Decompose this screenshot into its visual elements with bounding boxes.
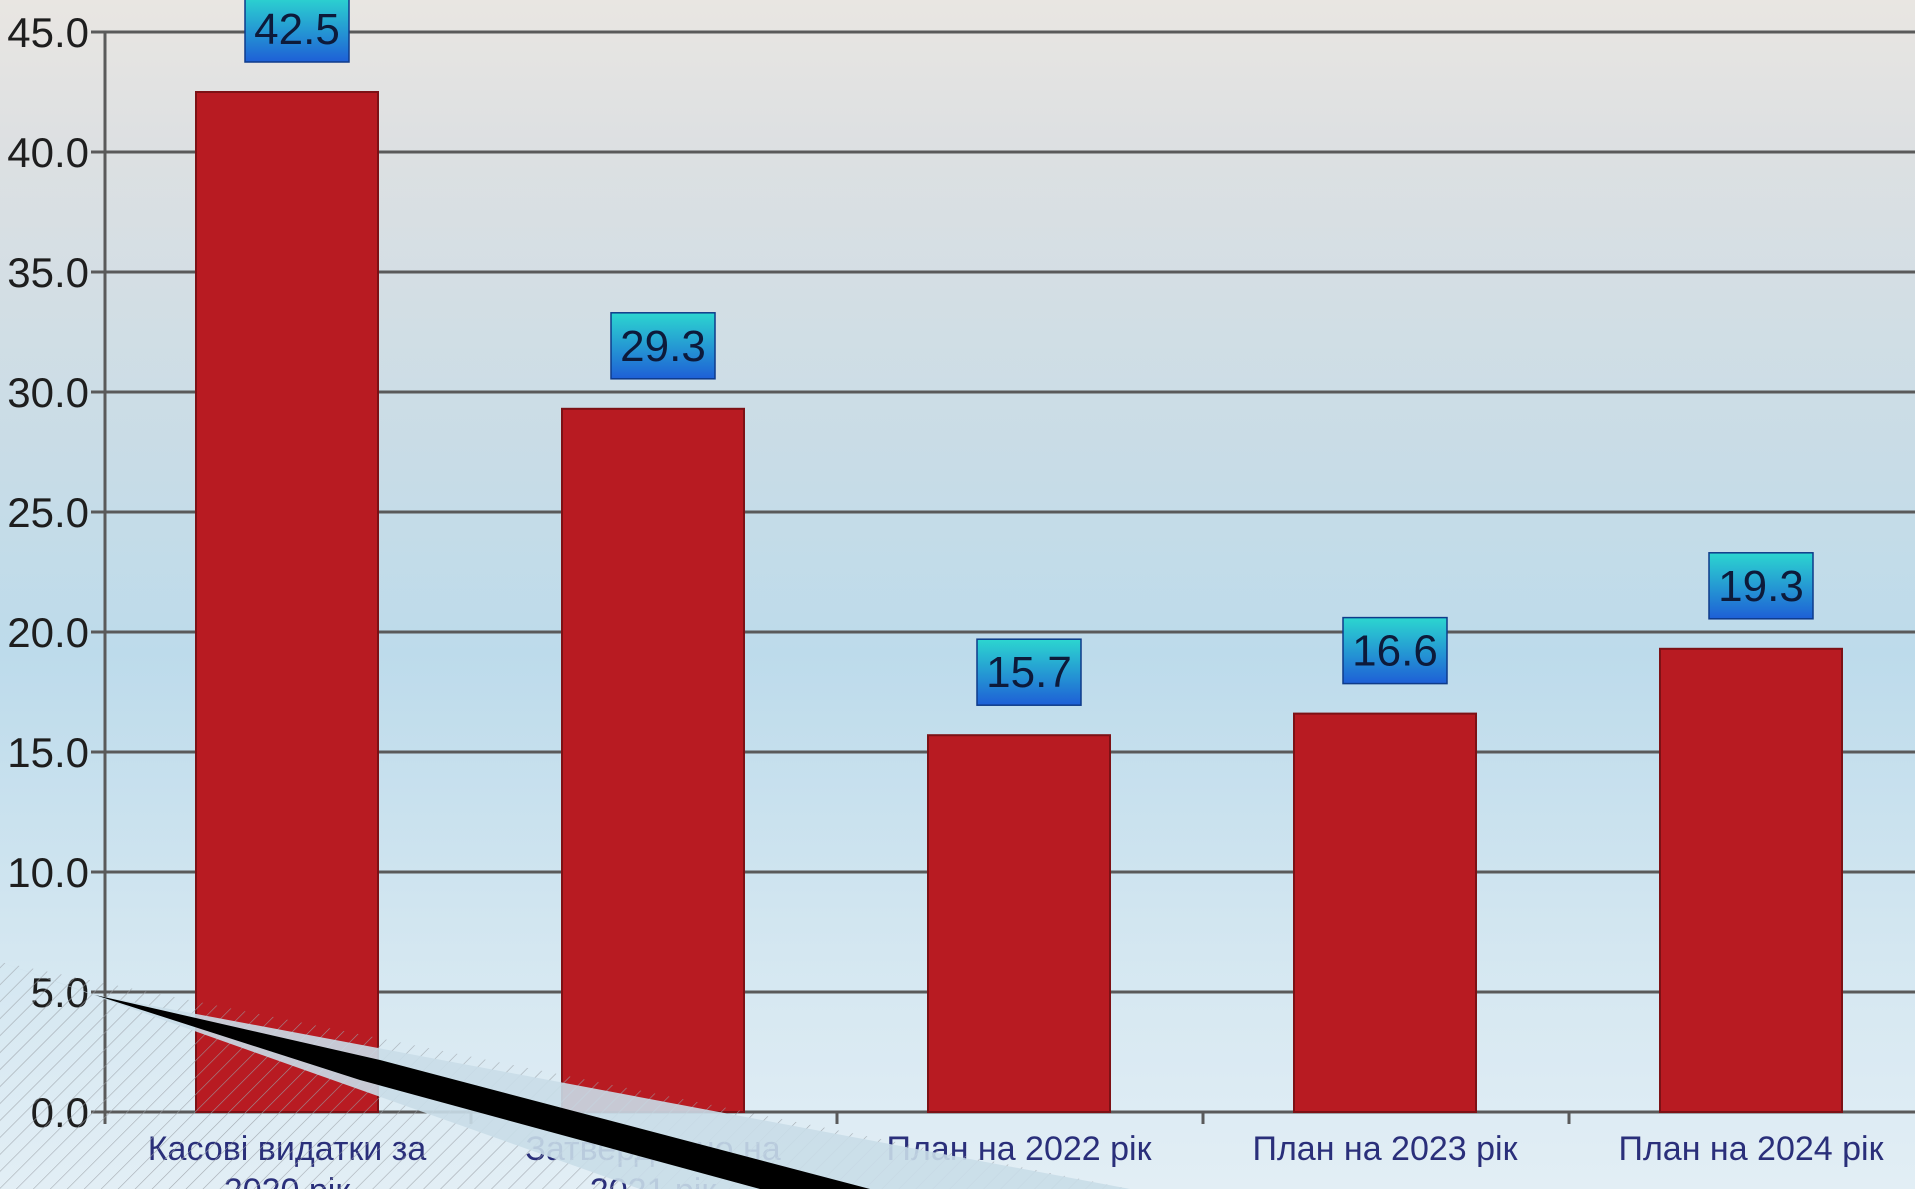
data-label: 29.3 — [620, 322, 706, 371]
data-label: 15.7 — [986, 648, 1072, 697]
y-tick-label: 30.0 — [7, 369, 89, 416]
bars — [195, 91, 1843, 1113]
bar — [1293, 712, 1477, 1113]
corner-light-band — [0, 962, 1130, 1189]
y-tick-label: 35.0 — [7, 249, 89, 296]
category-label: План на 2024 рік — [1619, 1130, 1885, 1168]
bar — [195, 91, 379, 1113]
data-label: 19.3 — [1718, 562, 1804, 611]
data-labels: 42.5 29.3 15.7 16.6 19.3 — [244, 0, 1814, 706]
data-label-box — [1342, 616, 1448, 685]
corner-decoration — [0, 962, 1130, 1189]
corner-dark-stroke — [95, 995, 870, 1189]
y-tick-label: 15.0 — [7, 729, 89, 776]
bar — [561, 407, 745, 1113]
data-label-box — [244, 0, 350, 63]
y-tick-label: 40.0 — [7, 129, 89, 176]
bar — [1659, 647, 1843, 1113]
y-tick-label: 20.0 — [7, 609, 89, 656]
y-tick-label: 10.0 — [7, 849, 89, 896]
y-tick-label: 25.0 — [7, 489, 89, 536]
category-label: План на 2023 рік — [1253, 1130, 1519, 1168]
gridlines — [105, 30, 1915, 1114]
corner-hatch — [0, 962, 1130, 1189]
data-label-box — [1708, 552, 1814, 620]
data-label-box — [610, 312, 716, 380]
bar — [927, 734, 1111, 1113]
data-label-box — [976, 638, 1082, 706]
y-tick-label: 45.0 — [7, 9, 89, 56]
data-label: 42.5 — [254, 5, 340, 54]
data-label: 16.6 — [1352, 627, 1438, 676]
